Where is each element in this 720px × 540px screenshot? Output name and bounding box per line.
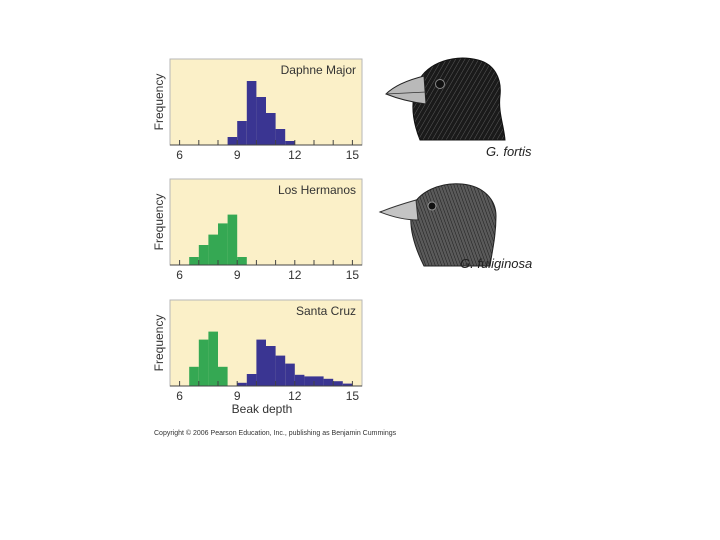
g-fortis-bird-illustration xyxy=(385,57,506,141)
histogram-bar xyxy=(198,339,209,386)
x-tick-label: 12 xyxy=(288,268,302,282)
histogram-bar xyxy=(237,257,247,265)
x-tick-label: 15 xyxy=(346,389,360,403)
histogram-bar xyxy=(237,121,247,145)
histogram-bar xyxy=(237,382,247,386)
histogram-bar xyxy=(266,113,276,145)
histogram-bar xyxy=(256,97,266,145)
x-tick-label: 15 xyxy=(346,148,360,162)
histogram-bar xyxy=(189,366,199,386)
histogram-bar xyxy=(314,376,324,386)
histogram-bar xyxy=(246,81,257,145)
y-axis-label: Frequency xyxy=(152,194,166,251)
g-fuliginosa-beak xyxy=(378,199,419,221)
histogram-bar xyxy=(304,376,314,386)
histogram-bar xyxy=(218,366,228,386)
histogram-bar xyxy=(275,355,286,386)
histogram-group: 6 9 12 15 Daphne Major Frequency 6 9 12 15 Los Her… xyxy=(152,58,363,416)
g-fortis-label: G. fortis xyxy=(486,144,532,159)
histogram-bar xyxy=(285,363,295,386)
histogram-bar xyxy=(198,245,209,265)
g-fuliginosa-eye xyxy=(427,201,437,211)
x-tick-label: 6 xyxy=(176,389,183,403)
histogram-bar xyxy=(285,141,295,145)
x-tick-label: 12 xyxy=(288,148,302,162)
x-tick-label: 9 xyxy=(234,389,241,403)
g-fuliginosa-bird-illustration xyxy=(378,183,497,267)
x-tick-label: 12 xyxy=(288,389,302,403)
histogram-bar xyxy=(208,331,218,386)
x-tick-label: 9 xyxy=(234,148,241,162)
g-fortis-beak xyxy=(385,75,427,105)
histogram-panel-1: 6 9 12 15 Daphne Major Frequency xyxy=(152,58,363,162)
x-tick-label: 6 xyxy=(176,148,183,162)
histogram-bar xyxy=(275,129,286,145)
histogram-bar xyxy=(323,378,334,386)
histogram-bar xyxy=(227,137,238,145)
g-fortis-eye xyxy=(435,79,445,89)
x-tick-label: 9 xyxy=(234,268,241,282)
copyright-notice: Copyright © 2006 Pearson Education, Inc.… xyxy=(154,430,397,437)
histogram-bar xyxy=(227,214,238,265)
histogram-bar xyxy=(218,223,228,265)
x-axis-label: Beak depth xyxy=(232,402,293,416)
histogram-bar xyxy=(342,383,353,386)
x-tick-label: 15 xyxy=(346,268,360,282)
histogram-panel-3: 6 9 12 15 Santa Cruz Frequency Beak depth xyxy=(152,299,363,416)
histogram-bar xyxy=(189,257,199,265)
histogram-bar xyxy=(294,374,305,386)
histogram-panel-2: 6 9 12 15 Los Hermanos Frequency xyxy=(152,178,363,282)
histogram-bar xyxy=(333,381,343,386)
g-fuliginosa-head xyxy=(410,183,497,267)
histogram-bar xyxy=(256,339,266,386)
y-axis-label: Frequency xyxy=(152,74,166,131)
x-tick-label: 6 xyxy=(176,268,183,282)
histogram-bar xyxy=(266,346,276,386)
g-fuliginosa-label: G. fuliginosa xyxy=(460,256,533,271)
histogram-bar xyxy=(246,374,257,386)
panel-title: Santa Cruz xyxy=(296,304,356,318)
histogram-bar xyxy=(208,234,218,265)
y-axis-label: Frequency xyxy=(152,315,166,372)
panel-title: Daphne Major xyxy=(281,63,356,77)
g-fortis-head xyxy=(412,57,506,141)
panel-title: Los Hermanos xyxy=(278,183,356,197)
